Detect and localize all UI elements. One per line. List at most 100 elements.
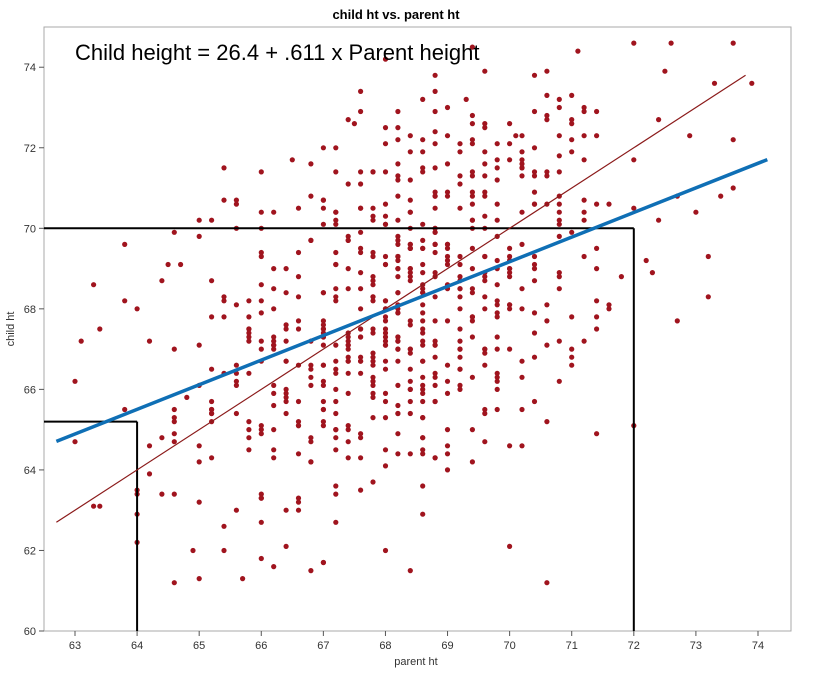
- data-point: [407, 266, 413, 272]
- data-point: [457, 286, 463, 292]
- data-point: [457, 346, 463, 352]
- data-point: [295, 205, 302, 211]
- data-point: [420, 386, 426, 392]
- data-point: [171, 419, 177, 425]
- data-point: [494, 257, 500, 264]
- data-point: [320, 378, 326, 384]
- data-point: [432, 88, 438, 94]
- data-point: [382, 318, 389, 324]
- data-point: [482, 125, 488, 131]
- data-point: [594, 108, 600, 115]
- data-point: [407, 398, 413, 405]
- data-point: [469, 201, 475, 207]
- data-point: [718, 193, 724, 199]
- data-point: [246, 338, 252, 344]
- data-point: [308, 193, 314, 199]
- data-point: [271, 402, 277, 409]
- data-point: [165, 261, 171, 268]
- data-point: [482, 350, 488, 356]
- data-point: [233, 378, 239, 384]
- regression-line: [55, 157, 768, 443]
- data-point: [283, 266, 289, 272]
- data-point: [420, 169, 426, 175]
- data-point: [382, 213, 389, 219]
- data-point: [407, 386, 413, 392]
- data-point: [345, 181, 351, 187]
- data-point: [420, 330, 426, 336]
- data-point: [72, 439, 78, 445]
- data-point: [370, 298, 376, 304]
- data-point: [382, 334, 389, 340]
- data-point: [494, 201, 500, 207]
- data-point: [469, 44, 475, 50]
- data-point: [594, 314, 600, 320]
- data-point: [370, 350, 376, 356]
- data-point: [370, 278, 376, 284]
- data-point: [687, 133, 693, 139]
- data-point: [283, 322, 289, 328]
- data-point: [594, 326, 600, 332]
- data-point: [295, 451, 302, 457]
- data-point: [345, 286, 351, 292]
- data-point: [345, 390, 351, 396]
- data-point: [171, 491, 177, 497]
- data-point: [395, 338, 401, 344]
- data-point: [370, 415, 376, 421]
- data-point: [320, 362, 326, 368]
- data-point: [295, 326, 302, 332]
- data-point: [531, 266, 538, 272]
- data-point: [246, 447, 252, 453]
- data-point: [544, 302, 550, 308]
- data-point: [320, 559, 326, 566]
- data-point: [320, 419, 326, 425]
- data-point: [407, 451, 413, 457]
- x-tick-label: 64: [131, 640, 143, 652]
- data-point: [333, 491, 339, 497]
- data-point: [494, 282, 500, 288]
- data-point: [271, 342, 277, 348]
- data-point: [209, 217, 215, 223]
- data-point: [258, 427, 264, 433]
- data-point: [233, 382, 239, 388]
- data-point: [531, 108, 538, 115]
- data-point: [370, 274, 376, 280]
- data-point: [482, 294, 488, 300]
- data-point: [358, 358, 364, 364]
- data-point: [358, 88, 364, 94]
- y-tick-label: 64: [24, 465, 36, 477]
- data-point: [482, 362, 488, 368]
- data-point: [308, 382, 314, 388]
- data-point: [469, 112, 475, 119]
- data-point: [320, 322, 326, 328]
- data-point: [320, 290, 326, 296]
- data-point: [171, 580, 177, 586]
- data-point: [382, 398, 389, 405]
- data-point: [581, 104, 587, 111]
- data-point: [494, 378, 500, 384]
- data-point: [482, 410, 488, 417]
- data-point: [382, 253, 389, 260]
- data-point: [345, 354, 351, 360]
- data-point: [395, 451, 401, 457]
- data-point: [556, 233, 562, 239]
- data-point: [370, 253, 376, 260]
- data-point: [531, 253, 538, 260]
- data-point: [395, 137, 401, 143]
- data-point: [171, 431, 177, 437]
- data-point: [209, 278, 215, 284]
- data-point: [581, 338, 587, 344]
- data-point: [581, 209, 587, 215]
- data-point: [246, 314, 252, 320]
- data-point: [581, 253, 587, 260]
- data-point: [482, 439, 488, 445]
- data-point: [444, 104, 451, 111]
- data-point: [283, 507, 289, 513]
- data-point: [171, 406, 177, 413]
- data-point: [457, 181, 463, 187]
- lines-layer: [44, 74, 768, 631]
- data-point: [531, 169, 538, 175]
- data-point: [494, 157, 500, 163]
- data-point: [482, 149, 488, 155]
- data-point: [556, 378, 562, 384]
- data-point: [556, 96, 562, 102]
